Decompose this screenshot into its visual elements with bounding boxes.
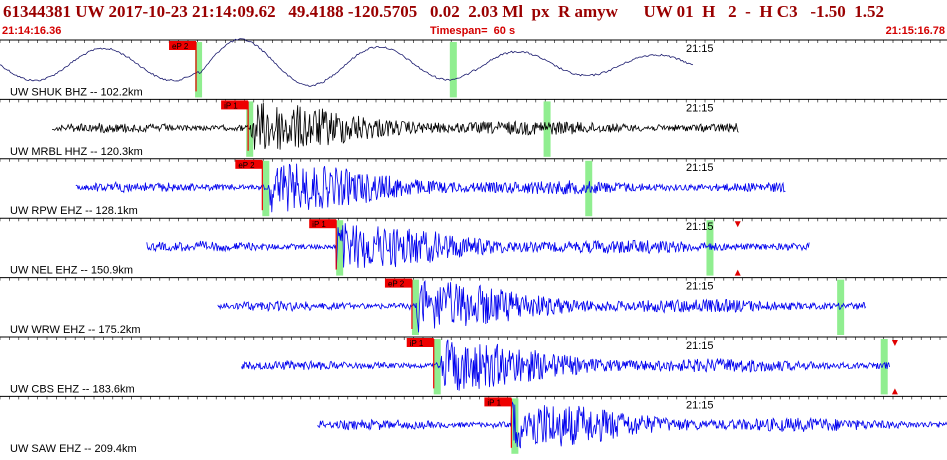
event-header: 61344381 UW 2017-10-23 21:14:09.62 49.41… [0, 0, 947, 40]
pick-flag[interactable] [235, 159, 263, 169]
waveform-trace [51, 102, 739, 150]
panel-time-label: 21:15 [686, 43, 714, 55]
pick-label: eP 2 [238, 161, 255, 170]
pick-flag[interactable] [406, 338, 434, 347]
waveform-trace [75, 163, 786, 213]
pick-flag[interactable] [384, 278, 412, 288]
waveform-trace [0, 38, 694, 87]
panel-time-label: 21:15 [686, 281, 714, 293]
arrival-marker-down [734, 221, 741, 228]
waveform-trace [317, 401, 947, 449]
window-marker [585, 160, 593, 217]
window-marker [195, 42, 203, 98]
pick-flag[interactable] [221, 100, 249, 110]
panel-time-label: 21:15 [686, 162, 714, 174]
arrival-marker-up [734, 269, 741, 276]
pick-label: iP 1 [410, 339, 424, 348]
pick-label: iP 1 [224, 101, 238, 110]
window-marker [336, 220, 344, 276]
pick-label: eP 2 [388, 280, 405, 289]
start-time: 21:14:16.36 [2, 25, 62, 37]
arrival-marker-down [891, 340, 898, 346]
station-label: UW NEL EHZ -- 150.9km [10, 265, 133, 277]
window-marker [449, 42, 457, 98]
window-marker [433, 339, 441, 395]
end-time: 21:15:16.78 [885, 25, 945, 37]
waveform-trace [217, 279, 867, 333]
station-label: UW SAW EHZ -- 209.4km [10, 443, 137, 455]
pick-flag[interactable] [169, 41, 197, 50]
event-title: 61344381 UW 2017-10-23 21:14:09.62 49.41… [3, 2, 884, 21]
station-label: UW WRW EHZ -- 175.2km [10, 324, 141, 336]
pick-flag[interactable] [484, 397, 512, 407]
arrival-marker-up [891, 388, 898, 395]
panel-time-label: 21:15 [686, 221, 714, 233]
timespan-label: Timespan= 60 s [430, 25, 516, 37]
pick-label: eP 2 [172, 42, 189, 51]
station-label: UW CBS EHZ -- 183.6km [10, 383, 135, 395]
waveform-trace [146, 223, 810, 269]
station-label: UW RPW EHZ -- 128.1km [10, 205, 138, 217]
panel-time-label: 21:15 [686, 340, 714, 352]
pick-flag[interactable] [309, 219, 337, 229]
window-marker [880, 339, 888, 395]
panel-time-label: 21:15 [686, 399, 714, 411]
pick-label: iP 1 [312, 220, 326, 229]
panel-time-label: 21:15 [686, 102, 714, 114]
station-label: UW MRBL HHZ -- 120.3km [10, 146, 143, 158]
waveform-trace [241, 339, 890, 391]
pick-label: iP 1 [487, 398, 501, 407]
station-label: UW SHUK BHZ -- 102.2km [10, 86, 143, 98]
